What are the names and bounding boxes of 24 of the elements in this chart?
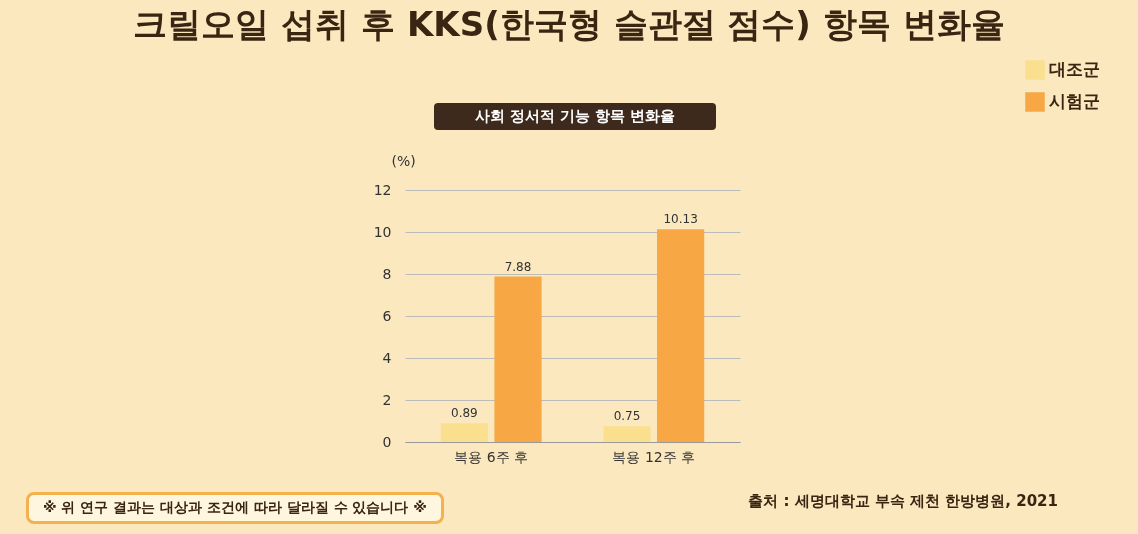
legend-label: 대조군: [1049, 59, 1100, 79]
y-tick-label: 10: [373, 223, 392, 240]
data-label: 10.13: [663, 212, 698, 227]
legend-label: 시험군: [1049, 91, 1100, 111]
y-tick-label: 12: [373, 181, 392, 198]
data-label: 0.89: [451, 406, 478, 421]
y-tick-label: 6: [382, 307, 392, 324]
y-tick-label: 0: [382, 433, 392, 450]
bar: [657, 229, 705, 442]
data-label: 0.75: [613, 409, 641, 424]
source-note: 출처 : 세명대학교 부속 제천 한방병원, 2021: [748, 492, 1058, 511]
data-label: 7.88: [504, 259, 532, 274]
bar: [603, 426, 651, 442]
bar: [494, 276, 542, 442]
x-tick-label: 복용 12주 후: [612, 448, 696, 465]
text: ※ 위 연구 결과는 대상과 조건에 따라 달라질 수 있습니다 ※: [26, 492, 444, 524]
chart-subtitle: 사회 정서적 기능 항목 변화율: [434, 103, 716, 130]
y-axis-title: (%): [391, 152, 416, 169]
chart-title: 크릴오일 섭취 후 KKS(한국형 슬관절 점수) 항목 변화율: [132, 3, 1006, 46]
bar: [440, 423, 488, 442]
y-tick-label: 2: [382, 391, 392, 408]
y-tick-label: 8: [382, 265, 392, 282]
y-tick-label: 4: [382, 349, 392, 366]
x-tick-label: 복용 6주 후: [454, 448, 529, 465]
